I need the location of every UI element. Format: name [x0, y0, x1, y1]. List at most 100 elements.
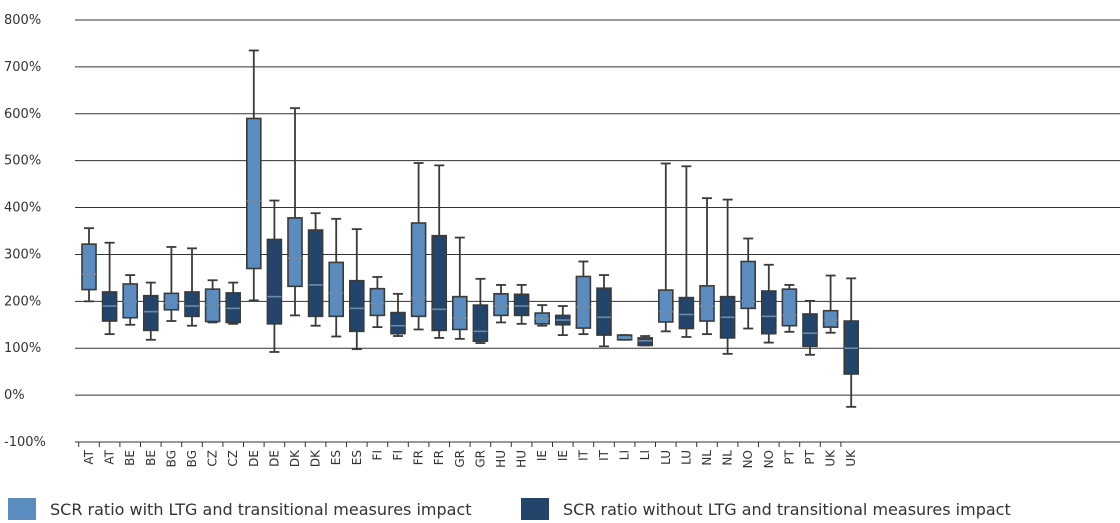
y-tick-label: 400%: [4, 201, 41, 216]
box-iqr: [822, 309, 839, 328]
box-iqr: [596, 287, 612, 336]
box-ie-with-ltg: [534, 304, 551, 327]
x-tick-label: NO: [741, 450, 755, 468]
box-li-without-ltg: [637, 335, 654, 347]
box-fr-with-ltg: [410, 162, 427, 331]
box-hu-with-ltg: [493, 284, 509, 324]
box-de-with-ltg: [246, 49, 262, 302]
x-tick-label: UK: [824, 449, 838, 467]
x-tick-label: HU: [494, 450, 508, 468]
legend-label-without-ltg: SCR ratio without LTG and transitional m…: [563, 499, 1011, 519]
box-iqr: [781, 288, 798, 327]
x-tick-label: FI: [391, 450, 405, 460]
box-cz-with-ltg: [204, 279, 221, 324]
x-tick-label: FR: [412, 450, 426, 465]
x-tick-label: FI: [370, 450, 384, 460]
x-tick-label: PT: [803, 449, 817, 464]
x-tick-label: BG: [185, 450, 199, 467]
box-iqr: [451, 295, 468, 331]
box-it-without-ltg: [596, 274, 612, 348]
box-iqr: [143, 294, 159, 332]
box-iqr: [348, 279, 365, 333]
box-iqr: [472, 304, 489, 342]
x-tick-label: IT: [576, 449, 590, 461]
box-uk-without-ltg: [843, 277, 860, 408]
x-tick-label: LU: [659, 450, 673, 465]
x-tick-label: GR: [453, 450, 467, 468]
gridlines: [75, 19, 1120, 443]
box-iqr: [307, 229, 324, 318]
box-be-without-ltg: [143, 281, 159, 341]
box-fr-without-ltg: [431, 164, 448, 339]
legend-swatch-light: [8, 498, 36, 520]
box-hu-without-ltg: [513, 284, 530, 325]
x-tick-label: ES: [350, 450, 364, 465]
box-de-without-ltg: [266, 199, 283, 353]
box-iqr: [802, 313, 818, 348]
x-tick-label: IT: [597, 449, 611, 461]
box-iqr: [369, 287, 386, 317]
x-tick-label: DE: [247, 450, 261, 467]
box-uk-with-ltg: [822, 274, 839, 334]
x-tick-label: IE: [535, 450, 549, 461]
x-tick-label: NL: [721, 450, 735, 466]
box-iqr: [81, 243, 97, 291]
x-tick-label: PT: [782, 449, 796, 464]
box-iqr: [637, 337, 654, 347]
y-tick-label: 800%: [4, 13, 41, 28]
box-no-without-ltg: [760, 263, 777, 344]
x-tick-label: LI: [618, 450, 632, 460]
x-tick-label: AT: [82, 449, 96, 464]
box-dk-with-ltg: [287, 107, 303, 317]
box-iqr: [246, 117, 262, 270]
box-series: [81, 49, 860, 408]
box-iqr: [678, 296, 695, 330]
box-iqr: [575, 275, 592, 329]
box-pt-with-ltg: [781, 284, 798, 333]
legend-item-with-ltg: SCR ratio with LTG and transitional meas…: [8, 498, 472, 520]
box-be-with-ltg: [122, 274, 138, 326]
box-iqr: [699, 285, 715, 322]
x-tick-label: LI: [638, 450, 652, 460]
box-es-with-ltg: [328, 217, 345, 338]
x-tick-label: CZ: [226, 450, 240, 467]
box-fi-without-ltg: [390, 292, 406, 337]
box-iqr: [163, 292, 180, 311]
box-iqr: [431, 234, 448, 332]
legend-label-with-ltg: SCR ratio with LTG and transitional meas…: [50, 499, 472, 519]
box-fi-with-ltg: [369, 276, 386, 329]
legend-item-without-ltg: SCR ratio without LTG and transitional m…: [521, 498, 1011, 520]
x-tick-label: BE: [123, 450, 137, 466]
box-iqr: [390, 311, 406, 335]
x-axis-tick-labels: AT AT BE BE BG BG CZ CZ DE DE DK DK ES ES FI FI FR FR GR GR…: [75, 441, 1120, 468]
x-tick-label: FR: [432, 450, 446, 465]
box-bg-with-ltg: [163, 246, 180, 322]
box-lu-without-ltg: [678, 165, 695, 338]
x-tick-label: DK: [288, 449, 302, 467]
box-it-with-ltg: [575, 260, 592, 336]
x-tick-label: NO: [762, 450, 776, 468]
box-plot-chart: -100%0%100%200%300%400%500%600%700%800% …: [4, 13, 1120, 468]
x-tick-label: BG: [164, 450, 178, 467]
y-tick-label: -100%: [4, 435, 46, 450]
x-tick-label: UK: [844, 449, 858, 467]
x-tick-label: HU: [515, 450, 529, 468]
box-gr-with-ltg: [451, 236, 468, 340]
y-tick-label: 300%: [4, 247, 41, 262]
box-at-with-ltg: [81, 227, 97, 303]
box-es-without-ltg: [348, 228, 365, 351]
y-tick-label: 200%: [4, 294, 41, 309]
box-iqr: [513, 293, 530, 317]
x-tick-label: CZ: [206, 450, 220, 467]
x-tick-label: NL: [700, 450, 714, 466]
box-nl-with-ltg: [699, 197, 715, 336]
box-dk-without-ltg: [307, 212, 324, 327]
y-tick-label: 600%: [4, 107, 41, 122]
box-gr-without-ltg: [472, 277, 489, 344]
x-tick-label: DE: [267, 450, 281, 467]
box-lu-with-ltg: [657, 162, 674, 333]
box-iqr: [184, 291, 200, 318]
box-cz-without-ltg: [225, 281, 241, 325]
box-pt-without-ltg: [802, 299, 818, 356]
legend: SCR ratio with LTG and transitional meas…: [0, 497, 1120, 523]
